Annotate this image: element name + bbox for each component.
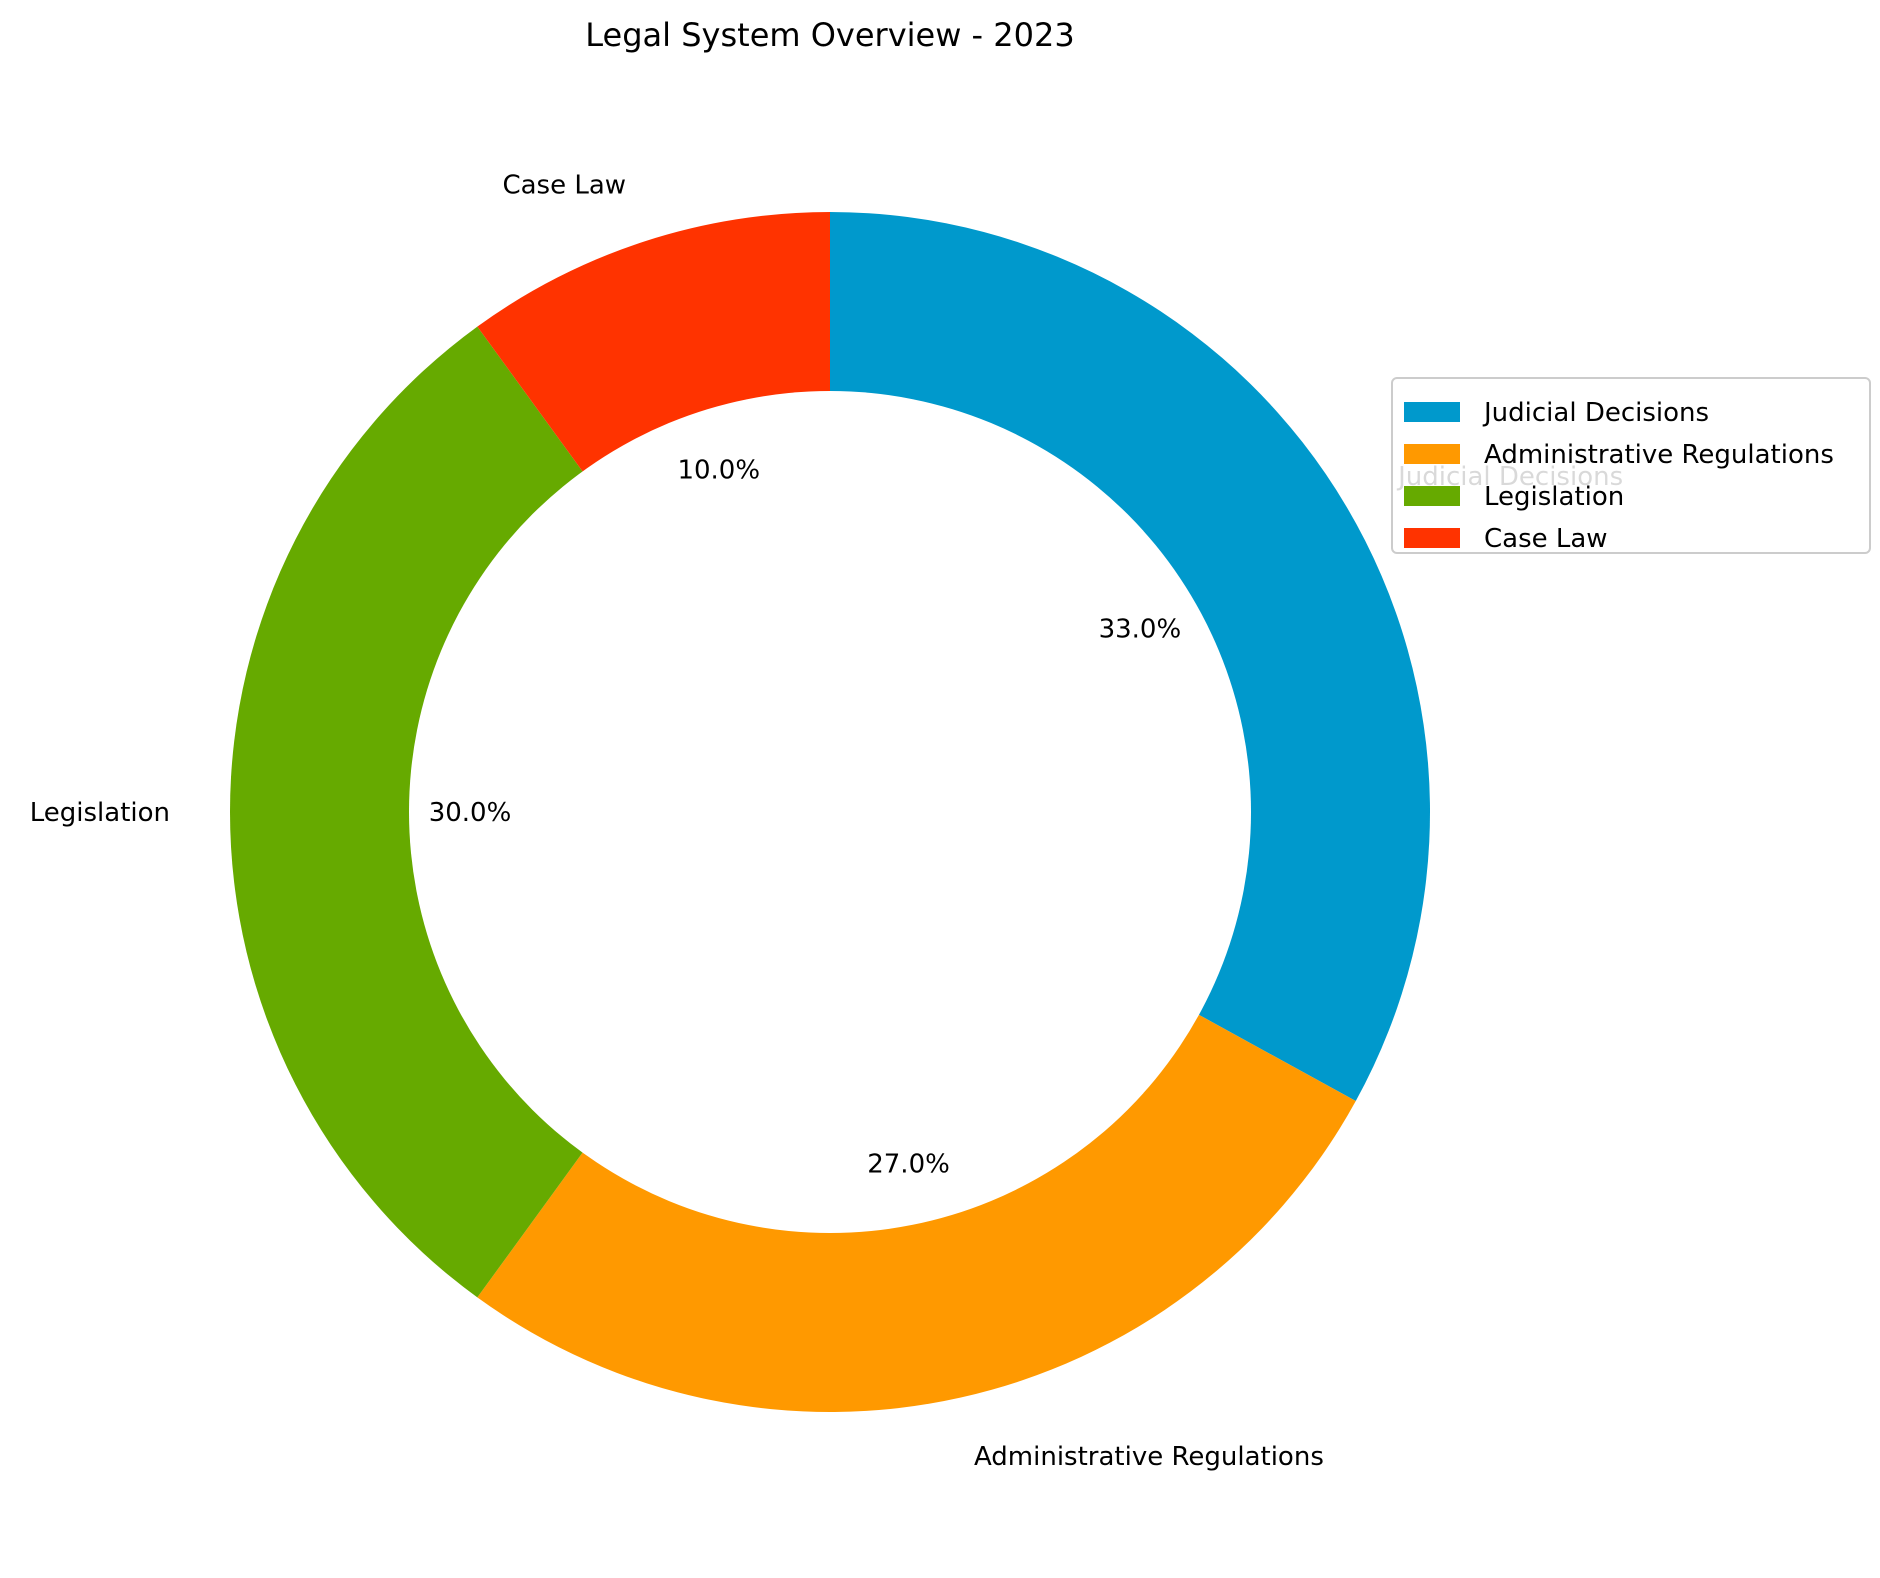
category-label-administrative-regulations: Administrative Regulations — [974, 1442, 1324, 1472]
legend-swatch-administrative-regulations — [1404, 444, 1460, 464]
legend-swatch-judicial-decisions — [1404, 402, 1460, 422]
category-label-legislation: Legislation — [30, 798, 170, 828]
legend-frame — [1391, 377, 1871, 554]
legend-swatch-legislation — [1404, 486, 1460, 506]
legend-label-administrative-regulations: Administrative Regulations — [1484, 440, 1834, 470]
percent-label-legislation: 30.0% — [429, 798, 512, 828]
legend-label-judicial-decisions: Judicial Decisions — [1482, 398, 1709, 428]
legend-label-legislation: Legislation — [1484, 482, 1624, 512]
chart-title: Legal System Overview - 2023 — [585, 16, 1074, 54]
percent-label-administrative-regulations: 27.0% — [867, 1149, 950, 1179]
percent-label-judicial-decisions: 33.0% — [1099, 615, 1182, 645]
percent-label-case-law: 10.0% — [677, 456, 760, 486]
legend: Judicial Decisions Administrative Regulat… — [1391, 377, 1871, 554]
donut-hole — [409, 391, 1251, 1233]
legend-swatch-case-law — [1404, 528, 1460, 548]
category-label-case-law: Case Law — [502, 170, 626, 200]
legend-label-case-law: Case Law — [1484, 524, 1608, 554]
